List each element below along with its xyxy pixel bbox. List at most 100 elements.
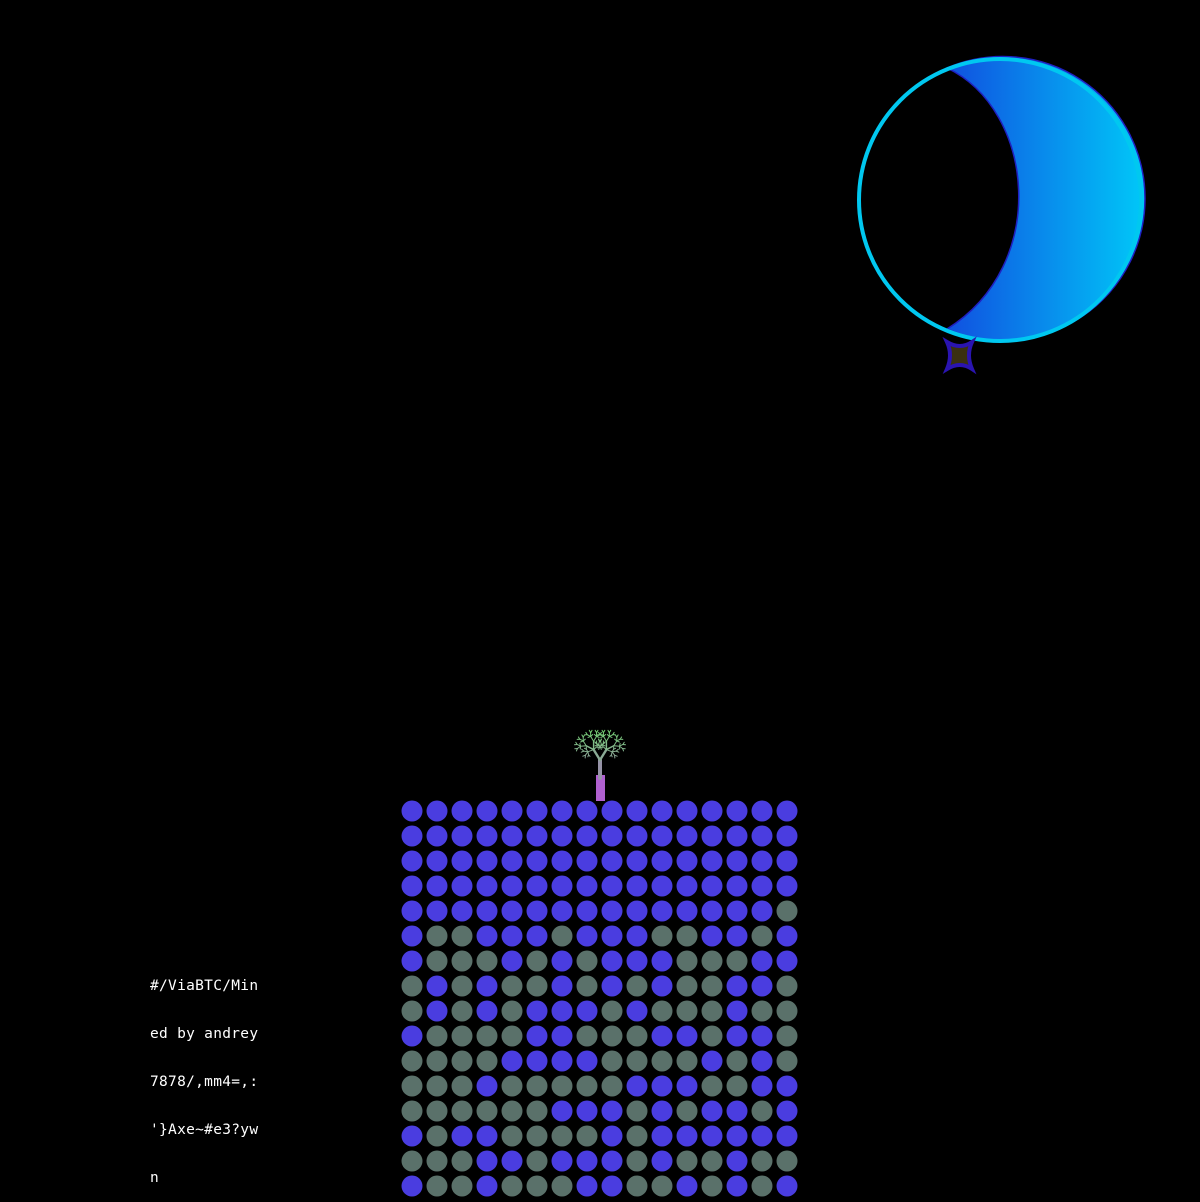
- grid-dot: [427, 926, 448, 947]
- grid-dot: [577, 1176, 598, 1197]
- grid-dot: [527, 1001, 548, 1022]
- grid-dot: [777, 826, 798, 847]
- grid-dot: [402, 901, 423, 922]
- inscription-text: #/ViaBTC/Min ed by andrey 7878/,mm4=,: '…: [150, 946, 258, 1202]
- grid-dot: [752, 1076, 773, 1097]
- grid-dot: [727, 1076, 748, 1097]
- grid-dot: [552, 1076, 573, 1097]
- grid-dot: [727, 851, 748, 872]
- grid-dot: [477, 1051, 498, 1072]
- grid-dot: [702, 1026, 723, 1047]
- grid-dot: [727, 1176, 748, 1197]
- grid-dot: [752, 1176, 773, 1197]
- grid-dot: [702, 976, 723, 997]
- four-point-star-icon: [947, 342, 972, 369]
- grid-dot: [602, 826, 623, 847]
- grid-dot: [477, 1101, 498, 1122]
- grid-dot: [527, 851, 548, 872]
- grid-dot: [402, 876, 423, 897]
- grid-dot: [752, 1151, 773, 1172]
- grid-dot: [527, 926, 548, 947]
- grid-dot: [727, 1001, 748, 1022]
- grid-dot: [577, 1101, 598, 1122]
- grid-dot: [577, 826, 598, 847]
- grid-dot: [502, 1151, 523, 1172]
- grid-dot: [702, 1101, 723, 1122]
- grid-dot: [677, 801, 698, 822]
- grid-dot: [727, 901, 748, 922]
- grid-dot: [577, 876, 598, 897]
- grid-dot: [552, 1176, 573, 1197]
- grid-dot: [577, 1151, 598, 1172]
- grid-dot: [752, 1126, 773, 1147]
- grid-dot: [552, 1051, 573, 1072]
- grid-dot: [427, 1026, 448, 1047]
- grid-dot: [527, 1176, 548, 1197]
- grid-dot: [452, 1076, 473, 1097]
- grid-dot: [627, 876, 648, 897]
- grid-dot: [777, 951, 798, 972]
- tree-branch: [610, 755, 611, 757]
- inscription-line: '}Axe~#e3?yw: [150, 1122, 258, 1138]
- crescent-moon-icon: [859, 57, 1145, 342]
- grid-dot: [677, 851, 698, 872]
- grid-dot: [777, 1026, 798, 1047]
- grid-dot: [627, 976, 648, 997]
- grid-dot: [752, 901, 773, 922]
- grid-dot: [452, 951, 473, 972]
- grid-dot: [602, 926, 623, 947]
- grid-dot: [777, 1076, 798, 1097]
- grid-dot: [527, 951, 548, 972]
- grid-dot: [602, 976, 623, 997]
- grid-dot: [702, 1176, 723, 1197]
- grid-dot: [752, 1001, 773, 1022]
- grid-dot: [677, 901, 698, 922]
- grid-dot: [602, 1026, 623, 1047]
- tree-branch: [582, 749, 584, 751]
- grid-dot: [627, 826, 648, 847]
- grid-dot: [427, 1051, 448, 1072]
- grid-dot: [627, 1176, 648, 1197]
- grid-dot: [527, 1026, 548, 1047]
- grid-dot: [452, 1151, 473, 1172]
- grid-dot: [602, 951, 623, 972]
- grid-dot: [602, 1151, 623, 1172]
- grid-dot: [502, 976, 523, 997]
- grid-dot: [477, 976, 498, 997]
- grid-dot: [602, 1126, 623, 1147]
- grid-dot: [777, 1126, 798, 1147]
- grid-dot: [727, 1051, 748, 1072]
- grid-dot: [727, 1026, 748, 1047]
- grid-dot: [427, 1176, 448, 1197]
- grid-dot: [702, 801, 723, 822]
- grid-dot: [402, 951, 423, 972]
- grid-dot: [552, 1126, 573, 1147]
- grid-dot: [527, 801, 548, 822]
- grid-dot: [727, 826, 748, 847]
- tree-branch: [606, 750, 612, 752]
- tree-branch: [591, 736, 594, 741]
- grid-dot: [777, 876, 798, 897]
- inscription-line: #/ViaBTC/Min: [150, 978, 258, 994]
- grid-dot: [652, 1151, 673, 1172]
- grid-dot: [452, 1001, 473, 1022]
- grid-dot: [752, 851, 773, 872]
- grid-dot: [702, 1126, 723, 1147]
- grid-dot: [577, 976, 598, 997]
- grid-dot: [677, 1001, 698, 1022]
- tree-branch: [617, 741, 620, 742]
- grid-dot: [777, 1001, 798, 1022]
- tree-branch: [597, 730, 598, 732]
- grid-dot: [552, 1101, 573, 1122]
- grid-dot: [752, 1026, 773, 1047]
- tree-branch: [588, 750, 594, 752]
- grid-dot: [502, 901, 523, 922]
- tree-branch: [603, 736, 606, 741]
- grid-dot: [427, 851, 448, 872]
- grid-dot: [502, 1076, 523, 1097]
- tree-branch: [600, 750, 606, 760]
- tree-branch: [591, 730, 592, 732]
- grid-dot: [477, 926, 498, 947]
- grid-dot: [527, 1076, 548, 1097]
- grid-dot: [627, 851, 648, 872]
